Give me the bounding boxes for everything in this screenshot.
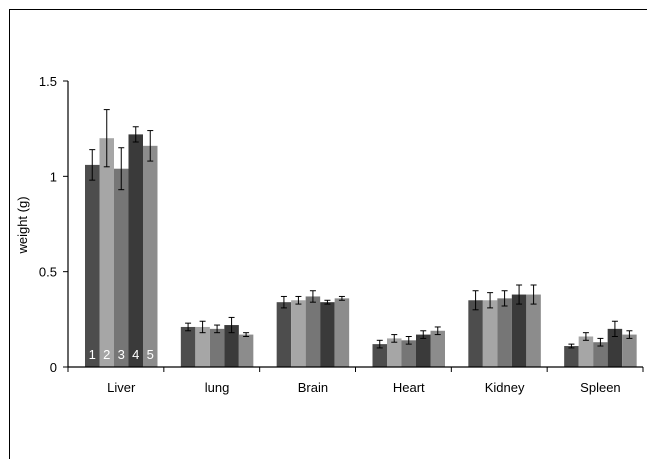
bar: [468, 300, 483, 367]
category-label: Liver: [107, 380, 136, 395]
bar: [128, 134, 143, 367]
bar: [607, 328, 623, 367]
bar: [387, 338, 402, 367]
category-labels: Liver lung Brain Heart Kidney Spleen: [67, 367, 644, 395]
bar: [622, 334, 637, 367]
bar: [593, 342, 608, 367]
error-bars: [89, 109, 633, 349]
bar: [497, 298, 512, 367]
bar: [526, 294, 541, 367]
bar: [334, 298, 350, 367]
y-axis-title: weight (g): [15, 196, 30, 254]
category-label: Heart: [393, 380, 425, 395]
series-number-label: 4: [132, 347, 139, 362]
bar: [209, 328, 225, 367]
bar: [291, 300, 306, 367]
bar: [416, 334, 431, 367]
bar: [320, 302, 335, 367]
y-tick-label: 1.5: [39, 74, 57, 89]
bar: [224, 325, 239, 367]
bar: [305, 296, 321, 367]
bar: [372, 344, 387, 367]
bar: [114, 168, 129, 367]
bar: [564, 346, 579, 367]
category-label: Brain: [298, 380, 328, 395]
series-number-label: 5: [147, 347, 154, 362]
bar: [143, 145, 158, 367]
bar: [578, 336, 594, 367]
bar: [180, 326, 196, 367]
bars: [85, 134, 637, 367]
y-tick-label: 0.5: [39, 265, 57, 280]
bar: [482, 300, 498, 367]
series-number-label: 3: [118, 347, 125, 362]
series-number-label: 2: [103, 347, 110, 362]
bar: [401, 340, 416, 367]
y-tick-label: 0: [50, 360, 57, 375]
bar: [430, 330, 445, 367]
y-tick-label: 1: [50, 169, 57, 184]
bar: [511, 294, 527, 367]
series-number-label: 1: [89, 347, 96, 362]
category-label: lung: [205, 380, 230, 395]
category-label: Kidney: [485, 380, 525, 395]
category-label: Spleen: [580, 380, 620, 395]
bar: [276, 302, 292, 367]
y-tick-labels: 0 0.5 1 1.5: [39, 74, 68, 375]
bar: [238, 334, 254, 367]
bar: [99, 138, 114, 367]
bar: [85, 164, 100, 367]
bar: [195, 326, 210, 367]
